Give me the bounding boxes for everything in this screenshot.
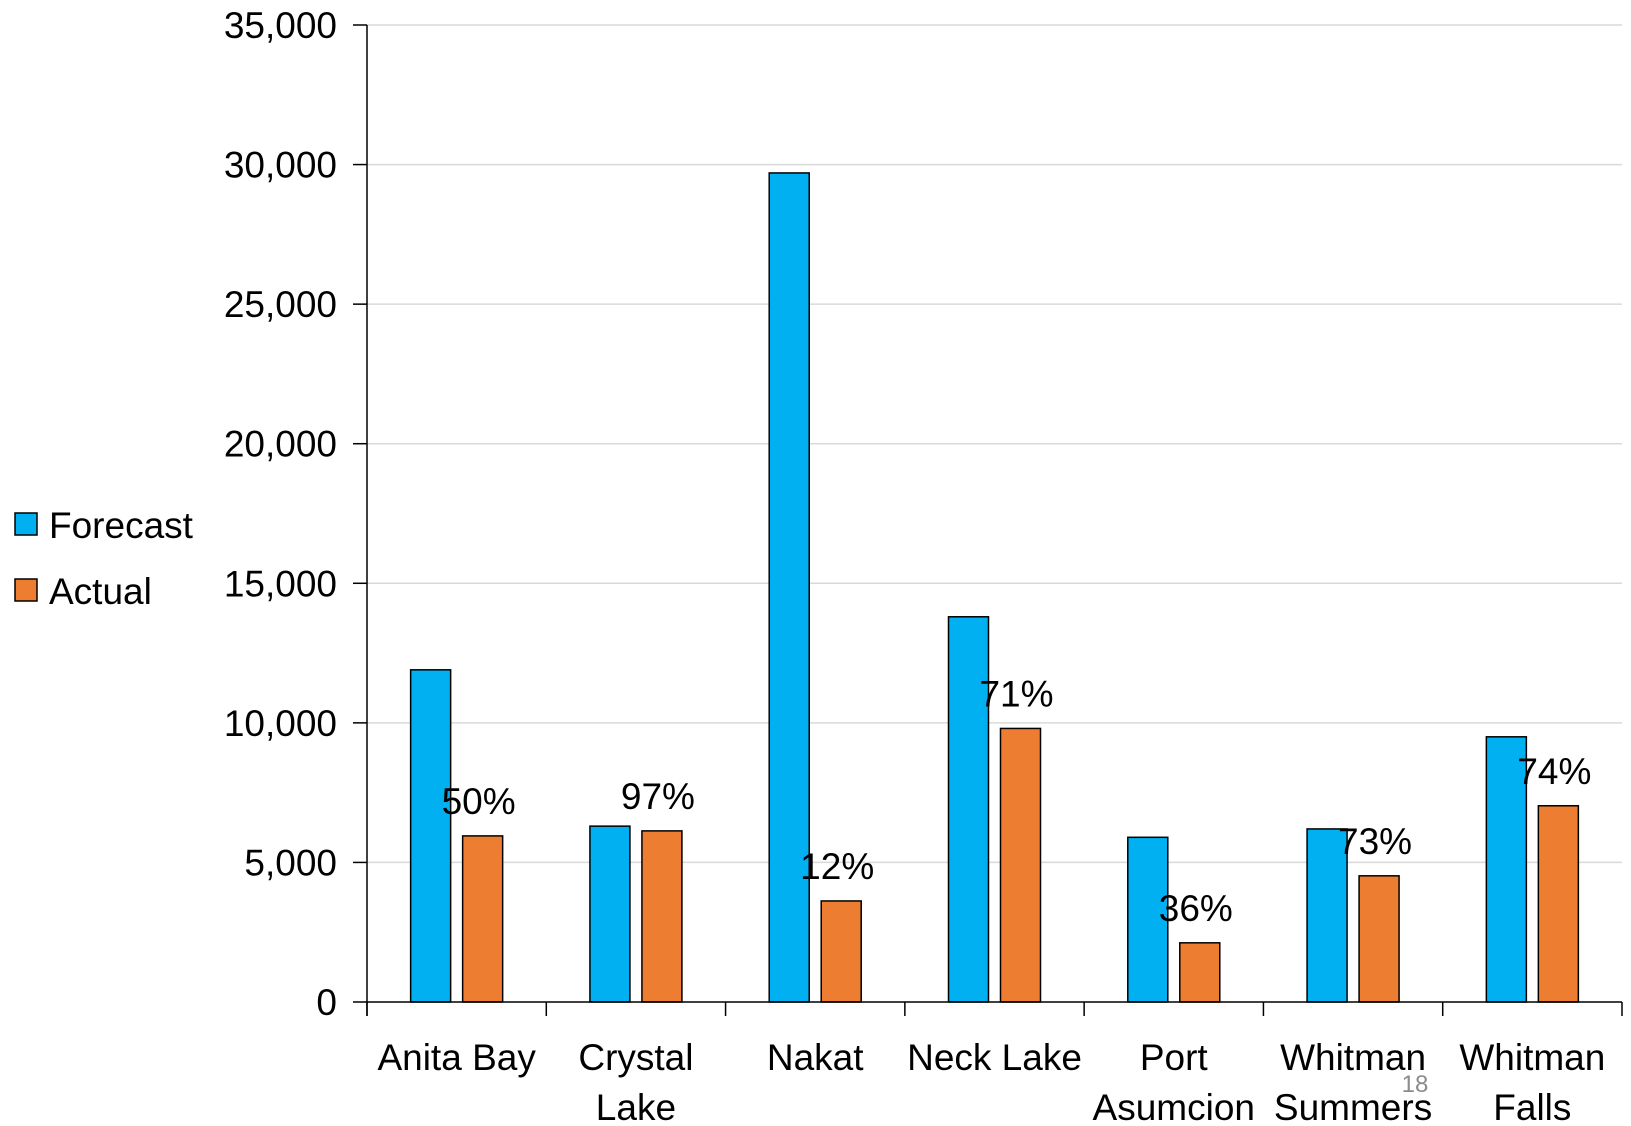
bar-forecast: [409, 669, 452, 1003]
y-tick-label: 30,000: [224, 145, 337, 186]
legend-label-forecast: Forecast: [49, 505, 194, 546]
bar-forecast: [1485, 736, 1528, 1003]
x-tick-label-line: Lake: [596, 1087, 676, 1126]
bar-actual: [820, 900, 862, 1003]
bar-actual: [1358, 875, 1400, 1003]
bar-actual: [641, 830, 683, 1003]
x-tick-label: Nakat: [767, 1037, 864, 1078]
x-tick-label-line: Port: [1140, 1037, 1209, 1078]
y-tick-label: 5,000: [244, 842, 337, 883]
x-tick-label-line: Summers: [1274, 1087, 1432, 1126]
x-tick-label-line: Falls: [1493, 1087, 1571, 1126]
x-tick-label: Port Asumcion: [1093, 1037, 1255, 1126]
x-tick-label: Whitman Falls: [1459, 1037, 1605, 1126]
data-label: 12%: [800, 846, 874, 887]
bar-forecast: [589, 825, 631, 1003]
legend-swatch-forecast: [14, 512, 38, 536]
x-tick-label-line: Asumcion: [1093, 1087, 1255, 1126]
x-tick-label: Whitman Summers: [1274, 1037, 1432, 1126]
legend: Forecast Actual: [14, 505, 194, 612]
x-tick-label-line: Anita Bay: [377, 1037, 536, 1078]
bar-actual: [461, 835, 504, 1003]
y-tick-label: 25,000: [224, 284, 337, 325]
x-tick-label-line: Crystal: [578, 1037, 693, 1078]
labels: 0 5,000 10,000 15,000 20,000 25,000 30,000 35,0…: [224, 5, 1606, 1126]
y-tick-label: 10,000: [224, 703, 337, 744]
y-tick-label: 15,000: [224, 563, 337, 604]
gridlines: [367, 24, 1622, 864]
bar-forecast: [1127, 836, 1169, 1003]
data-label: 71%: [979, 673, 1053, 714]
page-number: 18: [1402, 1071, 1429, 1098]
legend-label-actual: Actual: [49, 571, 152, 612]
x-tick-label-line: Neck Lake: [907, 1037, 1082, 1078]
data-label: 97%: [621, 776, 695, 817]
bar-forecast: [947, 616, 990, 1003]
x-tick-label-line: Whitman: [1280, 1037, 1426, 1078]
bars: [409, 172, 1580, 1003]
bar-actual: [999, 727, 1042, 1003]
bar-actual: [1537, 805, 1580, 1003]
y-tick-label: 20,000: [224, 424, 337, 465]
x-tick-label: Anita Bay: [377, 1037, 536, 1078]
data-label: 73%: [1338, 821, 1412, 862]
axes: [353, 24, 1623, 1016]
data-label: 74%: [1517, 751, 1591, 792]
bar-forecast: [1306, 828, 1348, 1003]
x-tick-label: Crystal Lake: [578, 1037, 693, 1126]
x-tick-label-line: Nakat: [767, 1037, 864, 1078]
bar-actual: [1179, 942, 1221, 1003]
y-tick-label: 0: [316, 982, 337, 1023]
data-label: 36%: [1159, 888, 1233, 929]
x-tick-label: Neck Lake: [907, 1037, 1082, 1078]
data-label: 50%: [442, 781, 516, 822]
x-tick-label-line: Whitman: [1459, 1037, 1605, 1078]
y-tick-label: 35,000: [224, 5, 337, 46]
legend-swatch-actual: [14, 578, 38, 602]
